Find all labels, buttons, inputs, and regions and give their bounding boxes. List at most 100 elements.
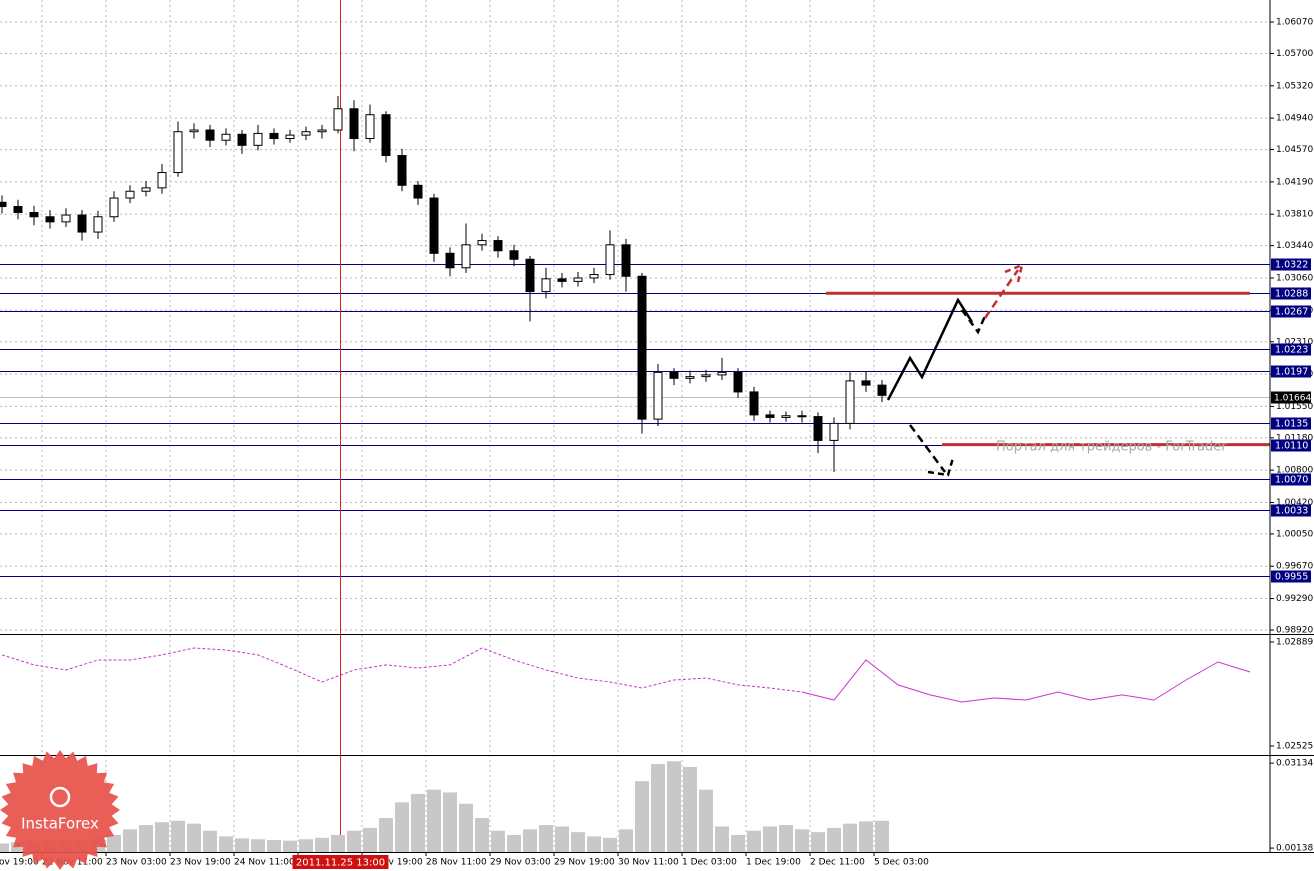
histogram-bar: [459, 803, 473, 852]
candle-body: [381, 114, 391, 157]
candle-body: [189, 129, 199, 133]
grid-layer: [0, 0, 1270, 852]
y-tick-label: 1.01180: [1276, 433, 1313, 443]
candle-body: [813, 416, 823, 441]
candle-body: [669, 371, 679, 379]
y-tick-label: 0.03134: [1276, 759, 1313, 769]
histogram-bar: [475, 817, 489, 852]
candle-body: [845, 380, 855, 424]
histogram-bar: [443, 792, 457, 852]
mark-layer: [0, 96, 1251, 852]
level-label-box: [1271, 473, 1311, 486]
y-tick-label: 1.03810: [1276, 210, 1313, 220]
candle-body: [333, 108, 343, 131]
candle-body: [765, 414, 775, 418]
level-label-box: [1271, 570, 1311, 583]
candle-body: [509, 250, 519, 260]
histogram-bar: [587, 836, 601, 852]
histogram-bar: [283, 840, 297, 852]
histogram-bar: [379, 817, 393, 852]
candle-body: [13, 206, 23, 214]
histogram-bar: [811, 832, 825, 852]
histogram-bar: [203, 830, 217, 852]
x-tick-label: 24 Nov 11:00: [234, 858, 295, 868]
x-tick-label: 5 Dec 03:00: [874, 858, 929, 868]
arrow-head-up: [1004, 262, 1024, 283]
histogram-bar: [667, 761, 681, 852]
candle-body: [637, 275, 647, 420]
y-tick-label: 1.02310: [1276, 337, 1313, 347]
histogram-bar: [347, 830, 361, 852]
candle-body: [61, 214, 71, 223]
logo-text: InstaForex: [21, 815, 99, 833]
y-tick-label: 1.02889: [1276, 638, 1313, 648]
candle-body: [221, 133, 231, 141]
level-label-box: [1271, 258, 1311, 271]
candle-body: [877, 384, 887, 396]
candle-body: [525, 258, 535, 293]
histogram-bar: [875, 820, 889, 852]
level-label-box: [1271, 343, 1311, 356]
level-label: 1.0223: [1275, 345, 1308, 356]
forecast-pullback: [960, 309, 987, 335]
level-layer: [0, 0, 1270, 852]
level-label-box: [1271, 504, 1311, 517]
histogram-bar: [139, 825, 153, 852]
histogram-bar: [715, 826, 729, 852]
frame: [0, 0, 1314, 853]
forecast-arrows: Портал для трейдеров - ForTrader: [886, 262, 1227, 477]
histogram-bar: [571, 832, 585, 852]
y-tick-label: 1.05320: [1276, 81, 1313, 91]
candle-body: [253, 132, 263, 146]
level-label: 1.0288: [1275, 289, 1308, 300]
histogram-bar: [827, 827, 841, 852]
histogram-bar: [171, 820, 185, 852]
level-label-box: [1271, 439, 1311, 452]
y-tick-label: 1.04570: [1276, 145, 1313, 155]
histogram-bar: [859, 821, 873, 852]
time-marker-box: [292, 855, 389, 869]
candle-body: [93, 216, 103, 233]
candle-body: [365, 114, 375, 140]
histogram-bar: [539, 825, 553, 852]
histogram-bar: [219, 836, 233, 852]
x-tick-label: 25 Nov 19:00: [362, 858, 423, 868]
y-tick-label: 0.99290: [1276, 594, 1313, 604]
candle-body: [861, 380, 871, 386]
y-tick-label: 1.01550: [1276, 402, 1313, 412]
level-label: 1.0267: [1275, 307, 1308, 318]
candle-body: [541, 278, 551, 293]
histogram-bar: [251, 839, 265, 852]
candle-body: [0, 201, 7, 208]
level-label: 1.0197: [1275, 367, 1308, 378]
histogram-bar: [123, 829, 137, 852]
histogram-bar: [763, 826, 777, 852]
level-label: 0.9955: [1275, 572, 1308, 583]
indicator-line: [801, 659, 1251, 703]
candle-body: [349, 108, 359, 140]
histogram-bar: [331, 834, 345, 852]
x-tick-label: 2 Dec 11:00: [810, 858, 865, 868]
candle-body: [237, 133, 247, 146]
candle-body: [317, 129, 327, 133]
level-label-box: [1271, 287, 1311, 300]
candle-body: [733, 371, 743, 393]
y-tick-label: 1.00420: [1276, 498, 1313, 508]
forecast-target-up: [983, 269, 1020, 319]
candle-body: [685, 376, 695, 379]
candle-body: [77, 214, 87, 233]
time-marker-label: 2011.11.25 13:00: [296, 858, 385, 869]
y-tick-label: 1.03060: [1276, 273, 1313, 283]
candle-body: [621, 244, 631, 277]
histogram-bar: [395, 802, 409, 852]
candle-body: [461, 244, 471, 269]
histogram-bar: [779, 825, 793, 852]
y-tick-label: 0.98920: [1276, 626, 1313, 636]
y-tick-label: 1.04190: [1276, 177, 1313, 187]
candle-body: [285, 134, 295, 140]
level-label-box: [1271, 365, 1311, 378]
candle-body: [301, 131, 311, 136]
level-label-box: [1271, 417, 1311, 430]
